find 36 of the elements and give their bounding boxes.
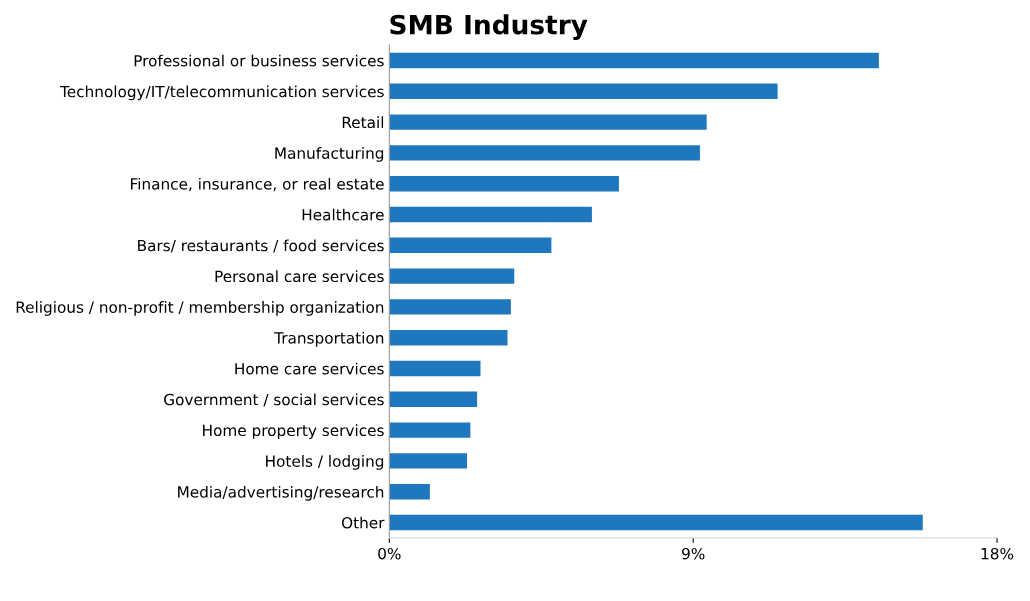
bar <box>389 145 700 161</box>
y-tick-label: Retail <box>342 116 384 129</box>
bar <box>389 514 923 531</box>
bar <box>389 52 879 69</box>
y-tick-label: Professional or business services <box>134 54 384 67</box>
y-tick-label: Hotels / lodging <box>266 455 384 470</box>
bar <box>389 83 778 99</box>
y-tick-label: Manufacturing <box>275 147 384 162</box>
bar <box>389 268 515 284</box>
bar <box>389 299 511 315</box>
bar <box>389 114 707 130</box>
y-tick-label: Transportation <box>274 331 384 347</box>
x-tick-label: 18% <box>981 547 1014 560</box>
bar <box>389 483 430 500</box>
y-tick-label: Media/advertising/research <box>178 485 384 501</box>
y-tick-label: Other <box>341 516 385 529</box>
y-tick-label: Home property services <box>203 424 384 440</box>
bar <box>389 175 619 192</box>
bar <box>389 422 471 438</box>
bar <box>389 360 481 377</box>
bar <box>389 237 552 253</box>
y-tick-label: Religious / non-profit / membership organization <box>16 301 384 316</box>
bar <box>389 391 478 407</box>
x-tick-label: 9% <box>682 547 705 560</box>
bar <box>389 329 508 346</box>
y-tick-label: Personal care services <box>215 270 384 283</box>
chart-title: SMB Industry <box>390 14 588 40</box>
y-tick-label: Finance, insurance, or real estate <box>131 177 384 192</box>
bar <box>389 206 592 223</box>
x-tick-label: 0% <box>378 547 401 560</box>
bar <box>389 453 467 469</box>
y-tick-label: Government / social services <box>164 393 384 407</box>
y-tick-label: Technology/IT/telecommunication services <box>60 85 384 101</box>
y-tick-label: Bars/ restaurants / food services <box>138 239 384 253</box>
y-tick-label: Home care services <box>235 362 384 375</box>
y-tick-label: Healthcare <box>302 208 384 221</box>
